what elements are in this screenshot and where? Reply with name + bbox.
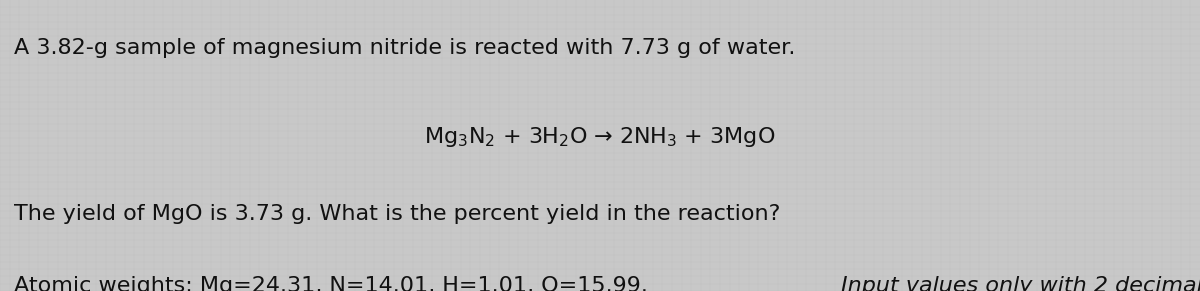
Text: Input values only with 2 decimal places.: Input values only with 2 decimal places. bbox=[841, 276, 1200, 291]
Text: A 3.82-g sample of magnesium nitride is reacted with 7.73 g of water.: A 3.82-g sample of magnesium nitride is … bbox=[14, 38, 796, 58]
Text: Mg$_3$N$_2$ + 3H$_2$O → 2NH$_3$ + 3MgO: Mg$_3$N$_2$ + 3H$_2$O → 2NH$_3$ + 3MgO bbox=[425, 125, 775, 149]
Text: Atomic weights: Mg=24.31, N=14.01, H=1.01, O=15.99.: Atomic weights: Mg=24.31, N=14.01, H=1.0… bbox=[14, 276, 655, 291]
Text: The yield of MgO is 3.73 g. What is the percent yield in the reaction?: The yield of MgO is 3.73 g. What is the … bbox=[14, 204, 781, 224]
